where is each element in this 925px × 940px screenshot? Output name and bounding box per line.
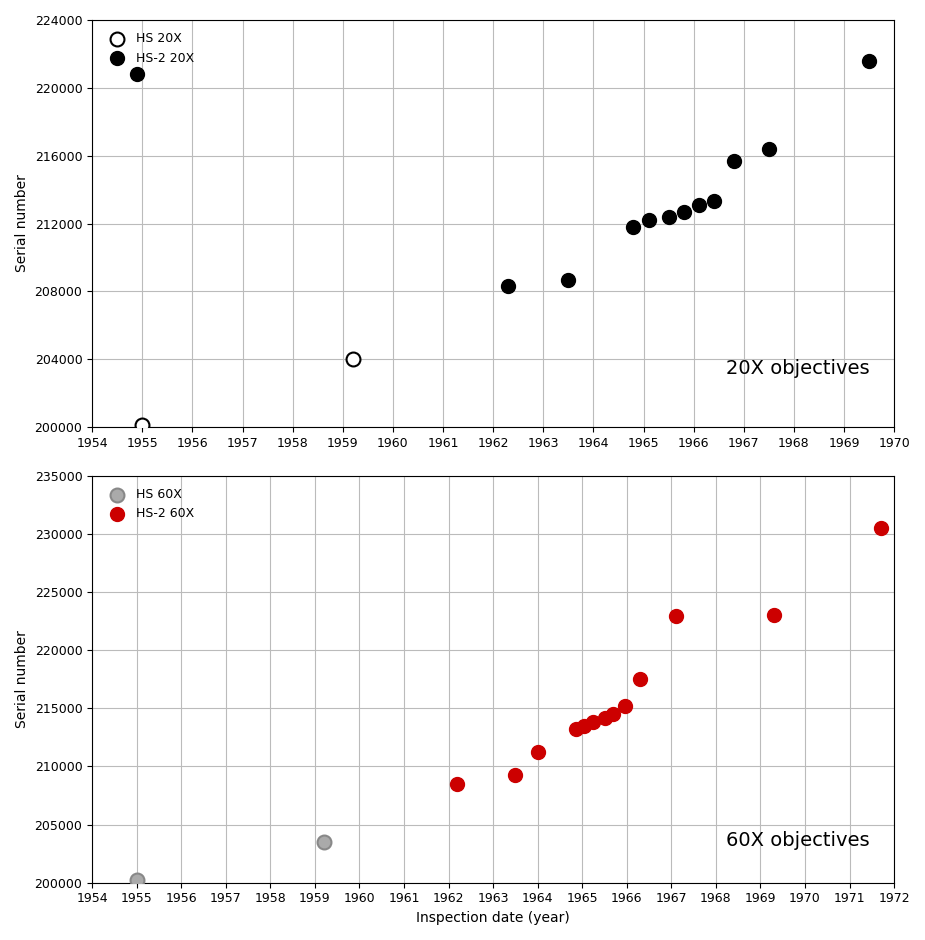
HS 20X — [345, 352, 360, 367]
HS-2 20X — [676, 204, 691, 219]
X-axis label: Inspection date (year): Inspection date (year) — [416, 911, 570, 925]
HS-2 60X — [450, 776, 465, 791]
HS-2 20X — [761, 141, 776, 156]
HS-2 60X — [669, 609, 684, 624]
HS-2 20X — [500, 279, 515, 294]
HS-2 20X — [626, 219, 641, 234]
HS-2 20X — [691, 197, 706, 212]
HS-2 20X — [641, 212, 656, 227]
HS-2 20X — [707, 194, 722, 209]
HS-2 60X — [873, 521, 888, 536]
HS-2 60X — [617, 698, 632, 713]
Text: 60X objectives: 60X objectives — [726, 831, 870, 850]
Y-axis label: Serial number: Serial number — [15, 630, 29, 728]
HS-2 20X — [130, 67, 144, 82]
HS-2 20X — [561, 272, 575, 287]
HS 20X — [135, 418, 150, 433]
HS-2 60X — [577, 718, 592, 733]
Y-axis label: Serial number: Serial number — [15, 175, 29, 273]
HS-2 20X — [726, 153, 741, 168]
Legend: HS 60X, HS-2 60X: HS 60X, HS-2 60X — [98, 482, 201, 526]
Text: 20X objectives: 20X objectives — [726, 359, 870, 378]
HS-2 60X — [606, 707, 621, 722]
HS-2 60X — [508, 767, 523, 782]
Legend: HS 20X, HS-2 20X: HS 20X, HS-2 20X — [98, 26, 201, 71]
HS-2 60X — [633, 672, 648, 687]
HS-2 60X — [598, 710, 612, 725]
HS-2 60X — [586, 714, 600, 729]
HS-2 60X — [767, 607, 782, 622]
HS-2 20X — [661, 210, 676, 225]
HS-2 60X — [568, 722, 583, 737]
HS-2 60X — [530, 744, 545, 760]
HS 60X — [130, 873, 144, 888]
HS 60X — [316, 835, 331, 850]
HS-2 20X — [862, 54, 877, 69]
